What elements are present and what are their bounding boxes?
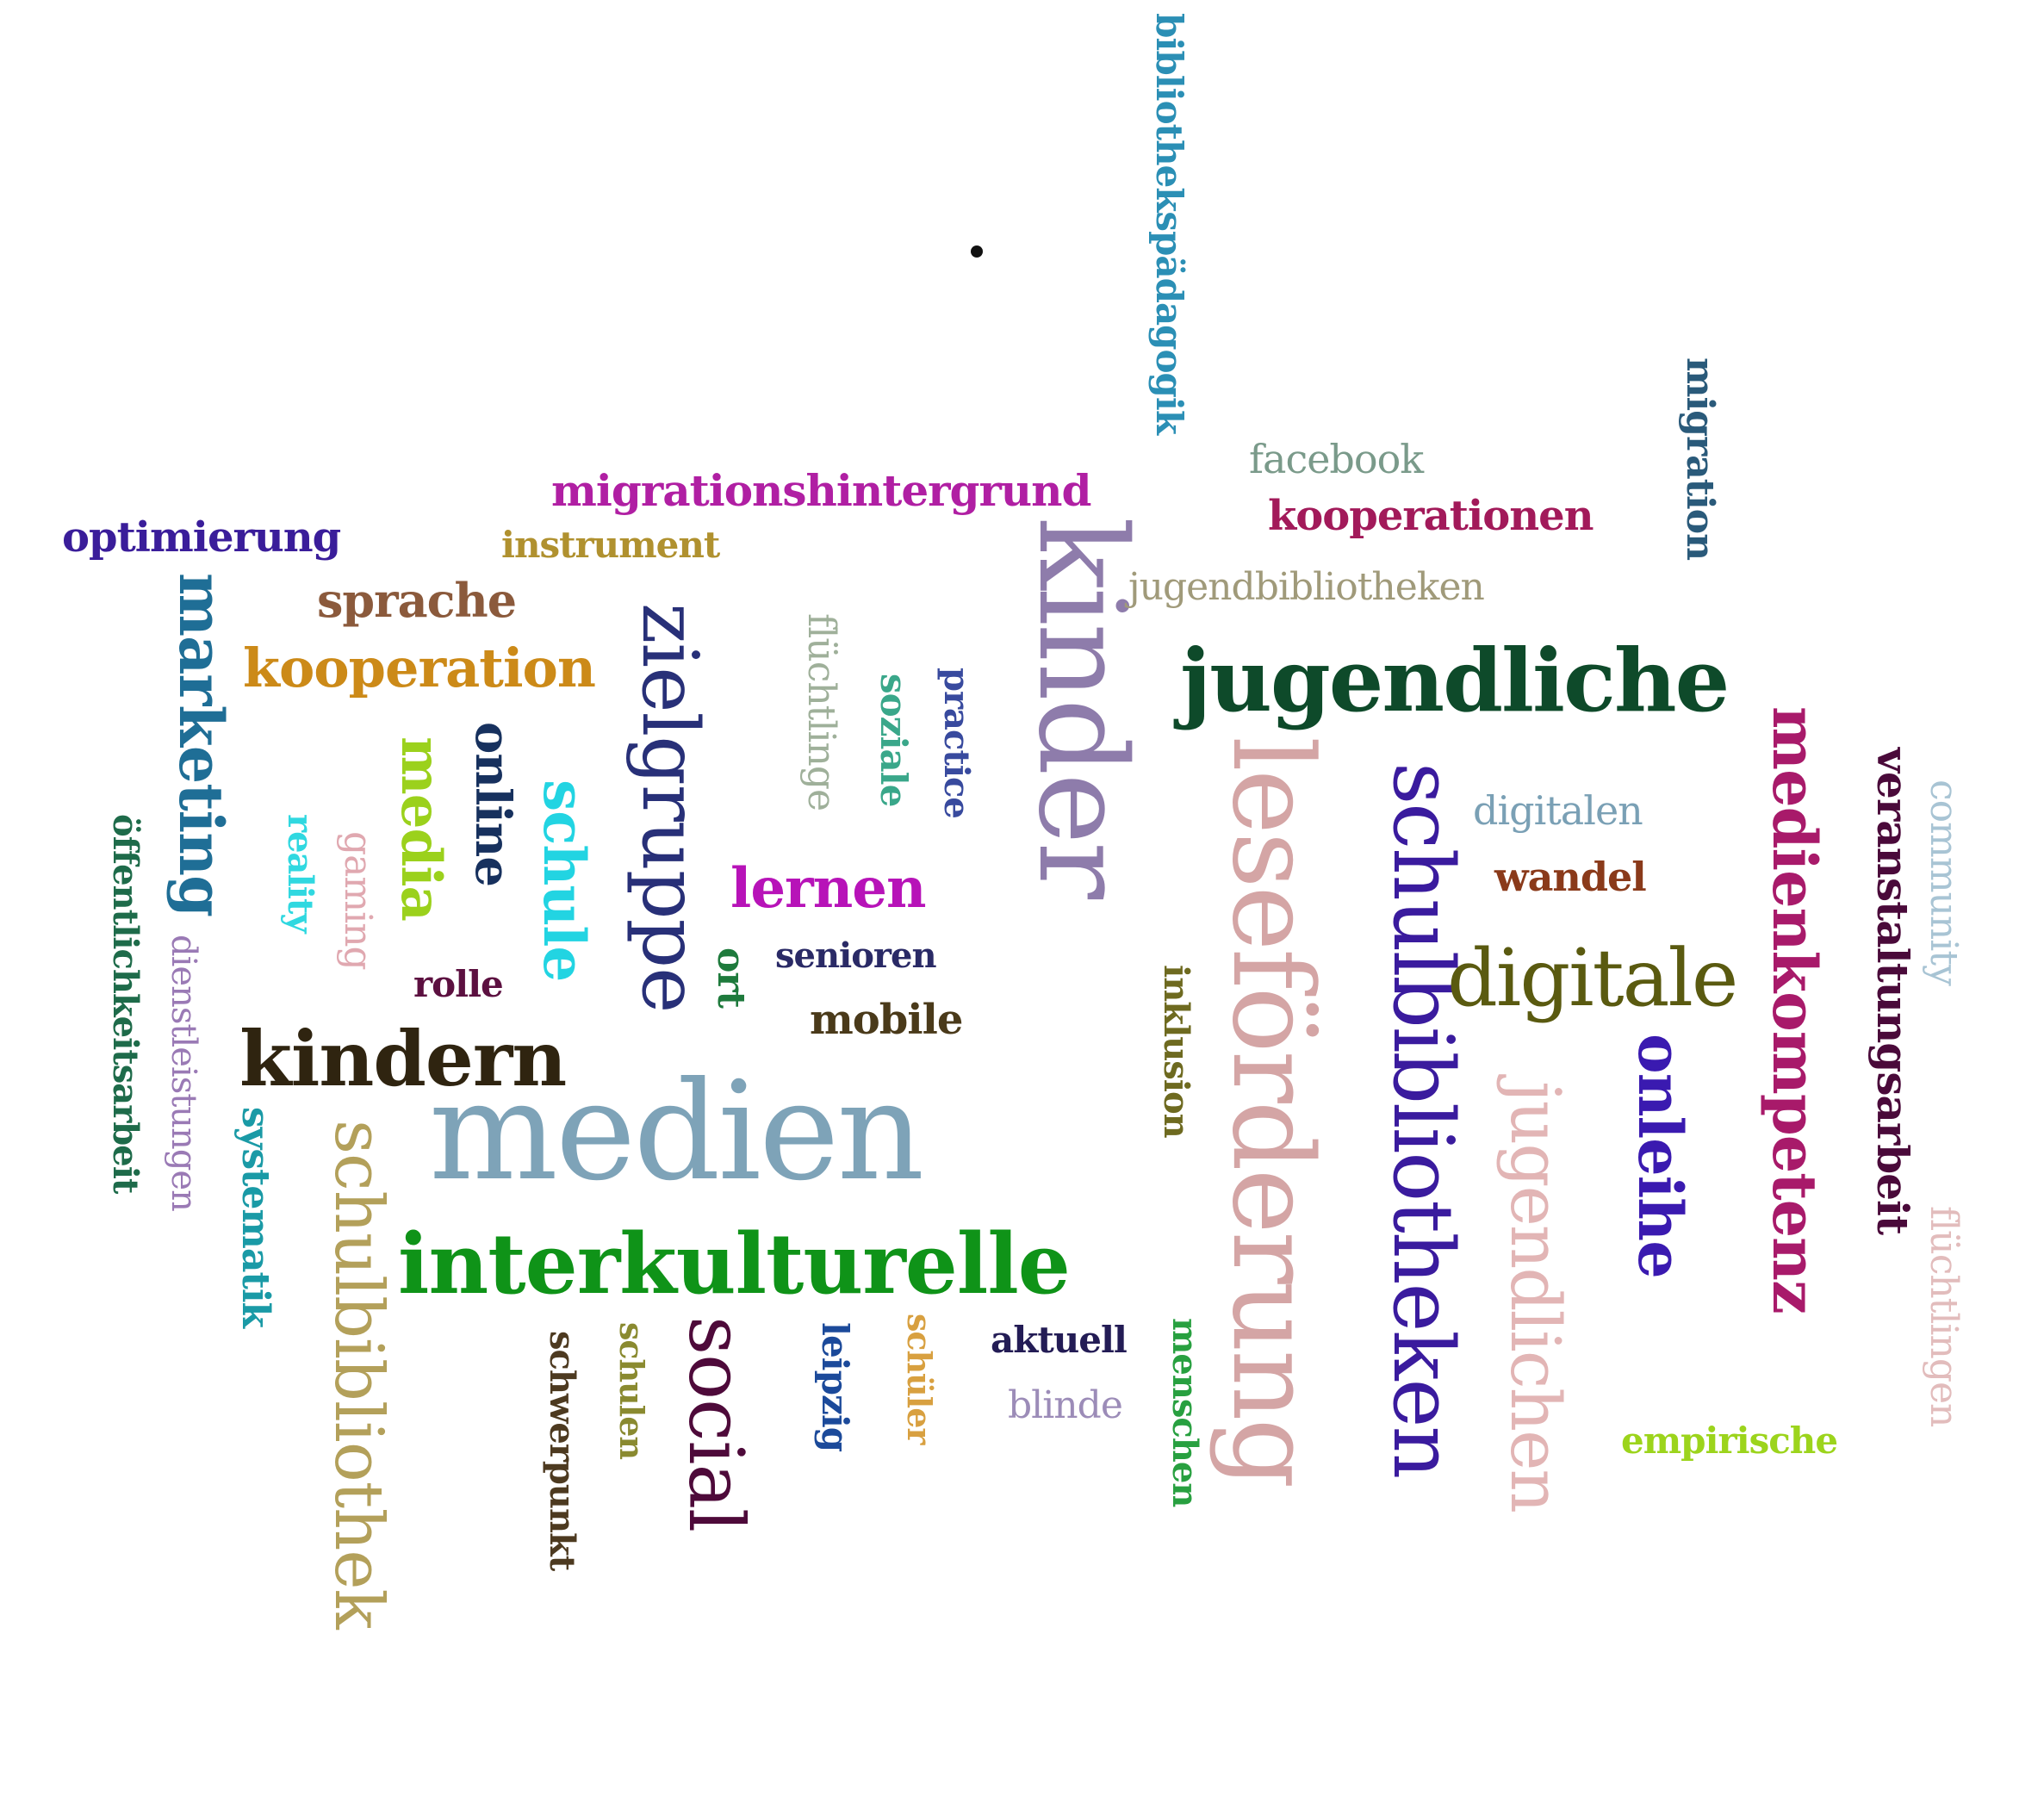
word-leipzig: leipzig <box>814 1322 856 1452</box>
word-medienkompetenz: medienkompetenz <box>1759 706 1830 1314</box>
word-aktuell: aktuell <box>991 1319 1128 1361</box>
word-schule: schule <box>531 780 598 982</box>
word-marketing: marketing <box>165 573 237 917</box>
word-migrationshintergrund: migrationshintergrund <box>551 465 1091 516</box>
word-digitale: digitale <box>1447 932 1738 1024</box>
word-veranstaltungsarbeit: veranstaltungsarbeit <box>1867 748 1918 1235</box>
word-schulbibliotheken: schulbibliotheken <box>1375 762 1471 1478</box>
word-schulen: schulen <box>612 1322 651 1460</box>
word-schueler: schüler <box>900 1314 939 1444</box>
word-jugendbibliotheken: jugendbibliotheken <box>1128 565 1485 609</box>
word-lernen: lernen <box>730 856 927 921</box>
word-menschen: menschen <box>1165 1318 1205 1507</box>
word-gaming: gaming <box>336 831 380 970</box>
word-media: media <box>388 736 453 921</box>
word-migration: migration <box>1678 357 1722 561</box>
word-ort: ort <box>709 947 753 1008</box>
word-schulbibliothek: schulbibliothek <box>320 1120 397 1629</box>
word-empirische: empirische <box>1621 1420 1838 1462</box>
word-online: online <box>464 722 521 886</box>
word-sprache: sprache <box>317 573 517 628</box>
word-fluechtlinge: flüchtlinge <box>799 613 843 811</box>
word-kinder: kinder <box>1011 517 1152 898</box>
word-mobile: mobile <box>810 996 963 1044</box>
word-lesefoerderung: leseförderung <box>1208 736 1336 1487</box>
word-jugendlichen: jugendlichen <box>1495 1081 1575 1512</box>
word-digitalen: digitalen <box>1473 787 1643 834</box>
word-zielgruppe: zielgruppe <box>624 603 715 1013</box>
word-wandel: wandel <box>1494 854 1647 900</box>
word-kooperationen: kooperationen <box>1268 492 1594 540</box>
dot-mark <box>971 245 983 258</box>
word-senioren: senioren <box>775 935 937 976</box>
word-medien: medien <box>429 1053 924 1211</box>
word-optimierung: optimierung <box>62 513 341 562</box>
word-bibliothekspaedagogik: bibliothekspädagogik <box>1148 13 1190 434</box>
word-jugendliche: jugendliche <box>1180 630 1730 731</box>
word-reality: reality <box>280 814 320 933</box>
word-oeffentlichkeitsarbeit: öffentlichkeitsarbeit <box>105 814 146 1194</box>
word-rolle: rolle <box>413 963 504 1005</box>
word-practice: practice <box>936 668 977 818</box>
word-inklusion: inklusion <box>1156 965 1196 1138</box>
word-schwerpunkt: schwerpunkt <box>542 1331 582 1571</box>
word-interkulturelle: interkulturelle <box>398 1215 1071 1313</box>
word-blinde: blinde <box>1008 1383 1123 1427</box>
word-facebook: facebook <box>1249 436 1424 482</box>
word-instrument: instrument <box>501 524 720 566</box>
word-onleihe: onleihe <box>1625 1034 1696 1278</box>
word-social: social <box>672 1316 761 1532</box>
word-dienstleistungen: dienstleistungen <box>164 935 203 1211</box>
word-kindern: kindern <box>239 1014 567 1103</box>
word-fluechtlingen: flüchtlingen <box>1922 1206 1966 1427</box>
word-soziale: soziale <box>873 674 915 807</box>
word-systematik: systematik <box>233 1107 277 1328</box>
word-community: community <box>1922 780 1966 985</box>
word-kooperation: kooperation <box>243 637 596 699</box>
